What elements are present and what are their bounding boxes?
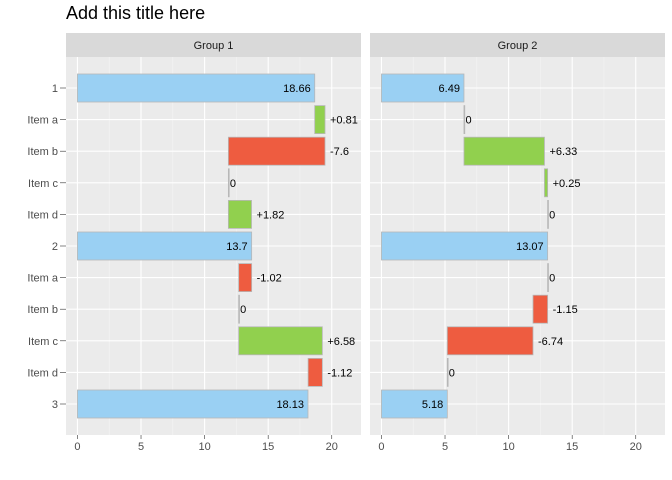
- bar: [227, 136, 326, 166]
- bar: [227, 199, 252, 229]
- data-label: +0.81: [330, 115, 358, 127]
- bar: [77, 73, 316, 103]
- x-tick-label: 10: [502, 441, 514, 453]
- row-label: Item d: [27, 209, 58, 221]
- bar: [381, 389, 448, 419]
- x-tick-label: 0: [74, 441, 80, 453]
- bar: [544, 168, 549, 198]
- data-label: +6.33: [549, 146, 577, 158]
- bar: [532, 294, 549, 324]
- data-label: 5.18: [422, 399, 443, 411]
- bar: [238, 294, 240, 324]
- row-label: Item a: [27, 273, 58, 285]
- x-tick-label: 15: [262, 441, 274, 453]
- facet-strip: [370, 33, 665, 57]
- row-label: 1: [52, 83, 58, 95]
- bar: [463, 105, 466, 134]
- data-label: -1.15: [553, 304, 578, 316]
- bar: [381, 73, 465, 103]
- bar: [314, 105, 326, 134]
- x-tick-label: 20: [630, 441, 642, 453]
- bar: [77, 389, 309, 419]
- data-label: 0: [230, 178, 236, 190]
- data-label: 0: [465, 115, 471, 127]
- data-label: -1.12: [327, 367, 352, 379]
- x-tick-label: 15: [566, 441, 578, 453]
- x-tick-label: 20: [326, 441, 338, 453]
- facet-label: Group 2: [498, 40, 538, 52]
- data-label: +0.25: [553, 178, 581, 190]
- bar: [381, 231, 549, 261]
- data-label: 0: [549, 273, 555, 285]
- row-label: Item c: [28, 178, 58, 190]
- data-label: 0: [240, 304, 246, 316]
- data-label: 18.66: [283, 83, 311, 95]
- x-tick-label: 5: [138, 441, 144, 453]
- facet-strip: [66, 33, 361, 57]
- row-label: 2: [52, 241, 58, 253]
- row-label: Item d: [27, 367, 58, 379]
- data-label: 6.49: [439, 83, 460, 95]
- bar: [227, 168, 230, 198]
- row-label: 3: [52, 399, 58, 411]
- bar: [547, 263, 549, 293]
- row-label: Item c: [28, 336, 58, 348]
- data-label: 0: [549, 209, 555, 221]
- facet-label: Group 1: [194, 40, 234, 52]
- x-tick-label: 0: [378, 441, 384, 453]
- bar: [238, 263, 253, 293]
- bar: [446, 326, 534, 356]
- data-label: 13.7: [226, 241, 247, 253]
- bar: [307, 357, 323, 387]
- bar: [77, 231, 253, 261]
- data-label: -6.74: [538, 336, 563, 348]
- bar: [463, 136, 545, 166]
- data-label: +6.58: [327, 336, 355, 348]
- x-tick-label: 5: [442, 441, 448, 453]
- x-tick-label: 10: [198, 441, 210, 453]
- chart-title: Add this title here: [66, 3, 206, 23]
- bar: [238, 326, 323, 356]
- data-label: 13.07: [516, 241, 544, 253]
- row-label: Item b: [27, 304, 58, 316]
- data-label: +1.82: [257, 209, 285, 221]
- bar: [547, 199, 549, 229]
- data-label: -1.02: [257, 273, 282, 285]
- data-label: -7.6: [330, 146, 349, 158]
- row-label: Item b: [27, 146, 58, 158]
- row-label: Item a: [27, 115, 58, 127]
- bar: [446, 357, 449, 387]
- data-label: 0: [449, 367, 455, 379]
- data-label: 18.13: [276, 399, 304, 411]
